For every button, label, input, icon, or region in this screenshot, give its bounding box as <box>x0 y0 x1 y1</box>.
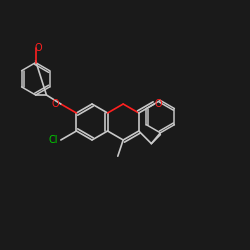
Text: O: O <box>51 99 59 109</box>
Text: Cl: Cl <box>48 135 58 145</box>
Text: O: O <box>154 99 162 109</box>
Text: O: O <box>35 43 42 53</box>
